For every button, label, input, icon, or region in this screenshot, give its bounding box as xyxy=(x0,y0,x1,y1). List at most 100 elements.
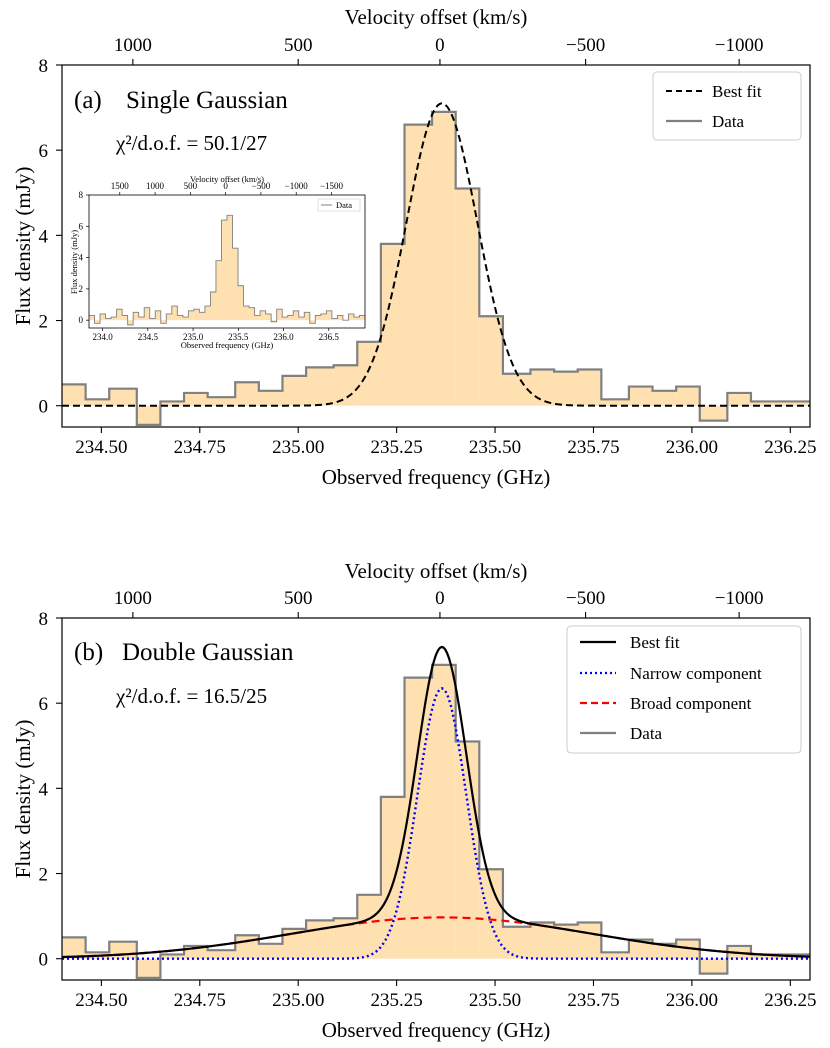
inset-data-bar-3 xyxy=(105,318,112,321)
panel-b-data-bar-14 xyxy=(404,677,433,959)
inset-data-bar-24 xyxy=(221,220,227,321)
panel-a-data-bar-24 xyxy=(652,390,677,406)
panel-a-data-bar-7 xyxy=(235,382,259,406)
inset-xtick-label-1: 234.5 xyxy=(138,332,159,342)
panel-a-top-tick-label-1: 500 xyxy=(284,35,313,56)
panel-a-data-bar-1 xyxy=(85,399,110,406)
panel-b-top-tick-label-0: 1000 xyxy=(114,588,152,609)
inset-data-bar-29 xyxy=(249,307,255,321)
inset-data-bar-2 xyxy=(100,313,106,321)
inset-data-bar-41 xyxy=(315,315,321,321)
panel-a-data-bar-29 xyxy=(774,401,810,406)
panel-a-data-step-line xyxy=(62,110,810,426)
inset-data-bar-25 xyxy=(227,215,233,321)
panel-b: 234.50 234.75 235.00 235.25 235.50 235.75 236.… xyxy=(11,559,816,1042)
panel-a-frame xyxy=(61,64,811,428)
inset-data-steps xyxy=(89,214,365,326)
panel-a-top-tick-label-0: 1000 xyxy=(114,35,152,56)
inset-data-bar-16 xyxy=(177,315,183,321)
inset-data-bar-39 xyxy=(304,312,310,321)
panel-a-data-bar-10 xyxy=(306,367,334,406)
panel-b-data-bar-20 xyxy=(554,924,578,959)
inset-xtick-label-5: 236.5 xyxy=(319,332,340,342)
inset-legend-label: Data xyxy=(336,200,352,210)
panel-a-data-bar-4 xyxy=(160,401,185,406)
inset-top-tick-label-4: 0 xyxy=(223,181,228,191)
panel-a-data-bar-11 xyxy=(333,365,358,406)
panel-b-data-bar-11 xyxy=(333,918,358,959)
inset-data-bar-36 xyxy=(287,315,294,321)
panel-b-xtick-label-2: 235.00 xyxy=(272,990,324,1011)
panel-b-xtick-label-6: 236.00 xyxy=(666,990,718,1011)
panel-b-x-axis-label: Observed frequency (GHz) xyxy=(322,1018,551,1042)
panel-a-y-axis-label: Flux density (mJy) xyxy=(11,167,35,326)
panel-a-top-tick-label-2: 0 xyxy=(435,35,445,56)
panel-a-ytick-label-1: 2 xyxy=(39,312,49,333)
inset-ytick-label-4: 8 xyxy=(79,190,84,200)
panel-a-data-bar-15 xyxy=(432,111,456,406)
panel-a: 234.50 234.75 235.00 235.25 235.50 235.75 236.… xyxy=(11,5,816,489)
panel-a-data-bar-14 xyxy=(404,124,433,406)
panel-a-xtick-label-5: 235.75 xyxy=(567,437,619,458)
panel-b-top-tick-label-4: −1000 xyxy=(715,588,764,609)
inset-frame xyxy=(88,194,366,329)
panel-b-xtick-label-0: 234.50 xyxy=(75,990,127,1011)
inset-data-bar-12 xyxy=(155,310,161,321)
panel-b-data-bar-21 xyxy=(577,922,602,959)
inset-data-bar-44 xyxy=(331,318,338,321)
panel-a-legend: Best fit Data xyxy=(652,71,802,141)
inset-data-bar-34 xyxy=(276,309,283,321)
panel-a-fit-curves xyxy=(62,102,810,407)
panel-a-data-bar-18 xyxy=(502,373,531,406)
panel-b-best-fit-curve xyxy=(61,645,811,959)
inset-data-bar-48 xyxy=(353,317,360,321)
inset-xtick-label-0: 234.0 xyxy=(92,332,113,342)
inset-data-bar-13 xyxy=(160,320,167,324)
panel-b-data-bar-23 xyxy=(628,939,653,959)
panel-a-xtick-label-1: 234.75 xyxy=(174,437,226,458)
legend-b-best-fit-label: Best fit xyxy=(630,633,680,652)
inset-data-bar-14 xyxy=(166,313,172,321)
panel-b-top-tick-label-1: 500 xyxy=(284,588,313,609)
panel-b-data-bar-16 xyxy=(455,741,480,959)
inset-data-bar-22 xyxy=(210,292,216,321)
panel-b-narrow-component-curve xyxy=(62,686,810,960)
panel-b-data-bar-12 xyxy=(357,894,381,959)
inset-top-tick-label-5: −500 xyxy=(252,181,271,191)
panel-a-data-bar-26 xyxy=(699,405,728,421)
panel-a-data-bar-25 xyxy=(676,386,700,406)
panel-b-data-bar-6 xyxy=(207,950,236,959)
panel-a-data-steps xyxy=(62,110,810,426)
panel-a-data-fill xyxy=(62,111,810,425)
panel-b-data-bar-8 xyxy=(258,943,283,959)
panel-b-data-bar-18 xyxy=(502,926,531,959)
panel-a-xtick-label-6: 236.00 xyxy=(666,437,718,458)
inset-ytick-label-0: 0 xyxy=(79,315,84,325)
panel-b-xtick-label-7: 236.25 xyxy=(764,990,816,1011)
inset-data-bar-45 xyxy=(337,315,343,321)
inset-data-bar-42 xyxy=(320,313,327,321)
inset-data-bar-40 xyxy=(309,320,316,324)
panel-b-data-bar-22 xyxy=(601,952,629,959)
inset-data-bar-28 xyxy=(243,306,250,321)
inset-data-bar-21 xyxy=(204,306,211,321)
panel-b-title: Double Gaussian xyxy=(122,639,294,666)
inset-data-bar-32 xyxy=(265,313,272,321)
panel-a-title: Single Gaussian xyxy=(126,87,288,114)
panel-b-y-axis-label: Flux density (mJy) xyxy=(11,720,35,879)
inset-ytick-label-3: 6 xyxy=(79,221,84,231)
legend-b-narrow-label: Narrow component xyxy=(630,664,762,683)
panel-a-data-bar-22 xyxy=(601,399,629,406)
panel-b-ticks: 234.50 234.75 235.00 235.25 235.50 235.75 236.… xyxy=(39,588,817,1011)
inset-data-bar-43 xyxy=(326,310,332,321)
panel-b-ytick-label-1: 2 xyxy=(39,865,49,886)
panel-b-ytick-label-4: 8 xyxy=(39,609,49,630)
panel-a-top-axis-label: Velocity offset (km/s) xyxy=(345,5,528,29)
panel-a-data-bar-8 xyxy=(258,390,283,406)
panel-b-data-bar-9 xyxy=(282,928,307,959)
inset-xtick-label-4: 236.0 xyxy=(273,332,294,342)
inset-data-bar-30 xyxy=(254,315,261,321)
panel-b-xtick-label-4: 235.50 xyxy=(469,990,521,1011)
inset-data-step-line xyxy=(89,214,365,326)
